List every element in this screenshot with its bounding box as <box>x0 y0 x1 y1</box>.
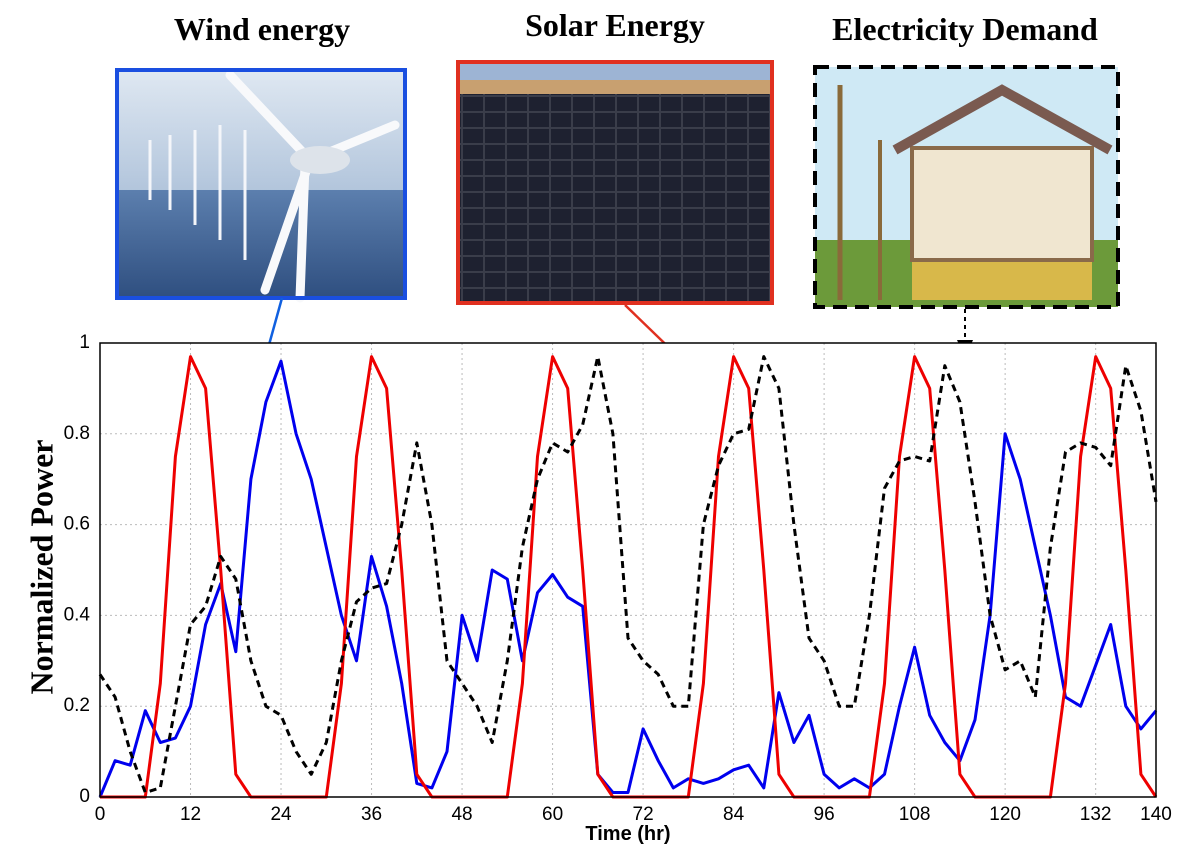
x-tick-label: 72 <box>633 804 654 825</box>
series-line <box>98 355 1158 794</box>
x-tick-label: 108 <box>899 804 931 825</box>
x-tick-label: 96 <box>814 804 835 825</box>
y-tick-label: 0.8 <box>64 423 90 444</box>
y-tick-label: 0.6 <box>64 514 90 535</box>
series-line <box>98 359 1158 798</box>
plot-area: 0 0.2 0.4 0.6 0.8 1 0 12 24 36 48 60 72 84 96 108 120 132… <box>64 332 1172 825</box>
x-tick-label: 140 <box>1140 804 1172 825</box>
x-tick-label: 84 <box>723 804 745 825</box>
x-tick-label: 60 <box>542 804 563 825</box>
y-axis-label: Normalized Power <box>23 439 59 694</box>
x-tick-label: 12 <box>180 804 201 825</box>
plot-frame <box>99 342 1157 798</box>
x-tick-label: 120 <box>989 804 1021 825</box>
wind-image <box>115 68 407 303</box>
y-tick-label: 0.2 <box>64 695 90 716</box>
plot-background <box>100 343 1156 797</box>
y-tick-label: 1 <box>79 332 90 353</box>
y-tick-label: 0.4 <box>64 604 91 625</box>
demand-image <box>813 65 1120 309</box>
wind-title: Wind energy <box>174 11 350 47</box>
x-tick-label: 48 <box>451 804 472 825</box>
x-tick-label: 36 <box>361 804 382 825</box>
solar-title: Solar Energy <box>525 7 705 43</box>
demand-title: Electricity Demand <box>832 11 1098 47</box>
x-tick-label: 0 <box>95 804 106 825</box>
x-tick-label: 132 <box>1080 804 1112 825</box>
x-axis-label: Time (hr) <box>585 823 670 845</box>
x-tick-label: 24 <box>270 804 292 825</box>
solar-image <box>456 60 774 305</box>
y-tick-label: 0 <box>79 786 90 807</box>
